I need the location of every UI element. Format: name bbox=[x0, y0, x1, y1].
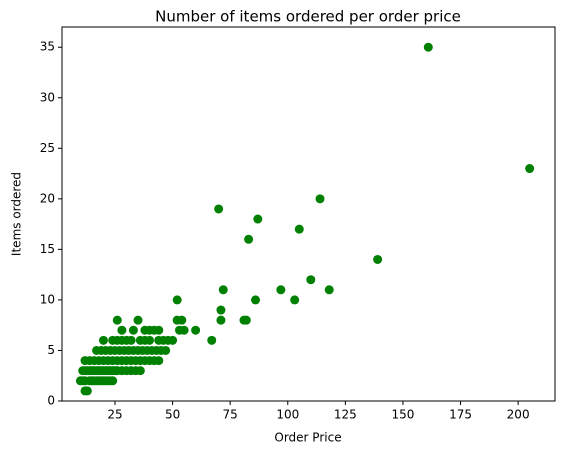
point bbox=[276, 285, 286, 295]
x-tick-label: 100 bbox=[276, 408, 299, 422]
chart-title: Number of items ordered per order price bbox=[155, 8, 461, 26]
point bbox=[98, 335, 108, 345]
y-tick-label: 5 bbox=[47, 343, 55, 357]
x-tick-label: 75 bbox=[223, 408, 238, 422]
point bbox=[207, 335, 217, 345]
point bbox=[174, 325, 184, 335]
point bbox=[191, 325, 201, 335]
x-tick-label: 25 bbox=[107, 408, 122, 422]
point bbox=[177, 315, 187, 325]
point bbox=[251, 295, 261, 305]
point bbox=[216, 315, 226, 325]
point bbox=[290, 295, 300, 305]
point bbox=[315, 194, 325, 204]
point bbox=[154, 356, 164, 366]
point bbox=[244, 234, 254, 244]
x-tick-label: 175 bbox=[449, 408, 472, 422]
x-axis-label: Order Price bbox=[274, 431, 341, 445]
point bbox=[241, 315, 251, 325]
point bbox=[82, 386, 92, 396]
y-tick-label: 25 bbox=[40, 141, 55, 155]
x-tick-label: 50 bbox=[165, 408, 180, 422]
point bbox=[126, 335, 136, 345]
point bbox=[294, 224, 304, 234]
point bbox=[218, 285, 228, 295]
y-tick-label: 10 bbox=[40, 292, 55, 306]
point bbox=[214, 204, 224, 214]
point bbox=[112, 315, 122, 325]
point bbox=[117, 325, 127, 335]
point bbox=[108, 376, 118, 386]
point bbox=[133, 315, 143, 325]
point bbox=[324, 285, 334, 295]
point bbox=[253, 214, 263, 224]
point bbox=[525, 164, 535, 174]
point bbox=[128, 325, 138, 335]
x-tick-label: 150 bbox=[392, 408, 415, 422]
y-tick-label: 20 bbox=[40, 191, 55, 205]
point bbox=[172, 295, 182, 305]
point bbox=[306, 275, 316, 285]
y-tick-label: 15 bbox=[40, 242, 55, 256]
point bbox=[154, 325, 164, 335]
point bbox=[135, 366, 145, 376]
x-tick-label: 125 bbox=[334, 408, 357, 422]
point bbox=[161, 345, 171, 355]
y-tick-label: 0 bbox=[47, 394, 55, 408]
point bbox=[145, 335, 155, 345]
y-tick-label: 35 bbox=[40, 40, 55, 54]
point bbox=[373, 254, 383, 264]
plot-frame bbox=[61, 26, 556, 402]
point bbox=[216, 305, 226, 315]
point bbox=[423, 42, 433, 52]
x-tick-label: 200 bbox=[507, 408, 530, 422]
y-axis-label: Items ordered bbox=[10, 172, 24, 256]
point bbox=[168, 335, 178, 345]
y-tick-label: 30 bbox=[40, 90, 55, 104]
